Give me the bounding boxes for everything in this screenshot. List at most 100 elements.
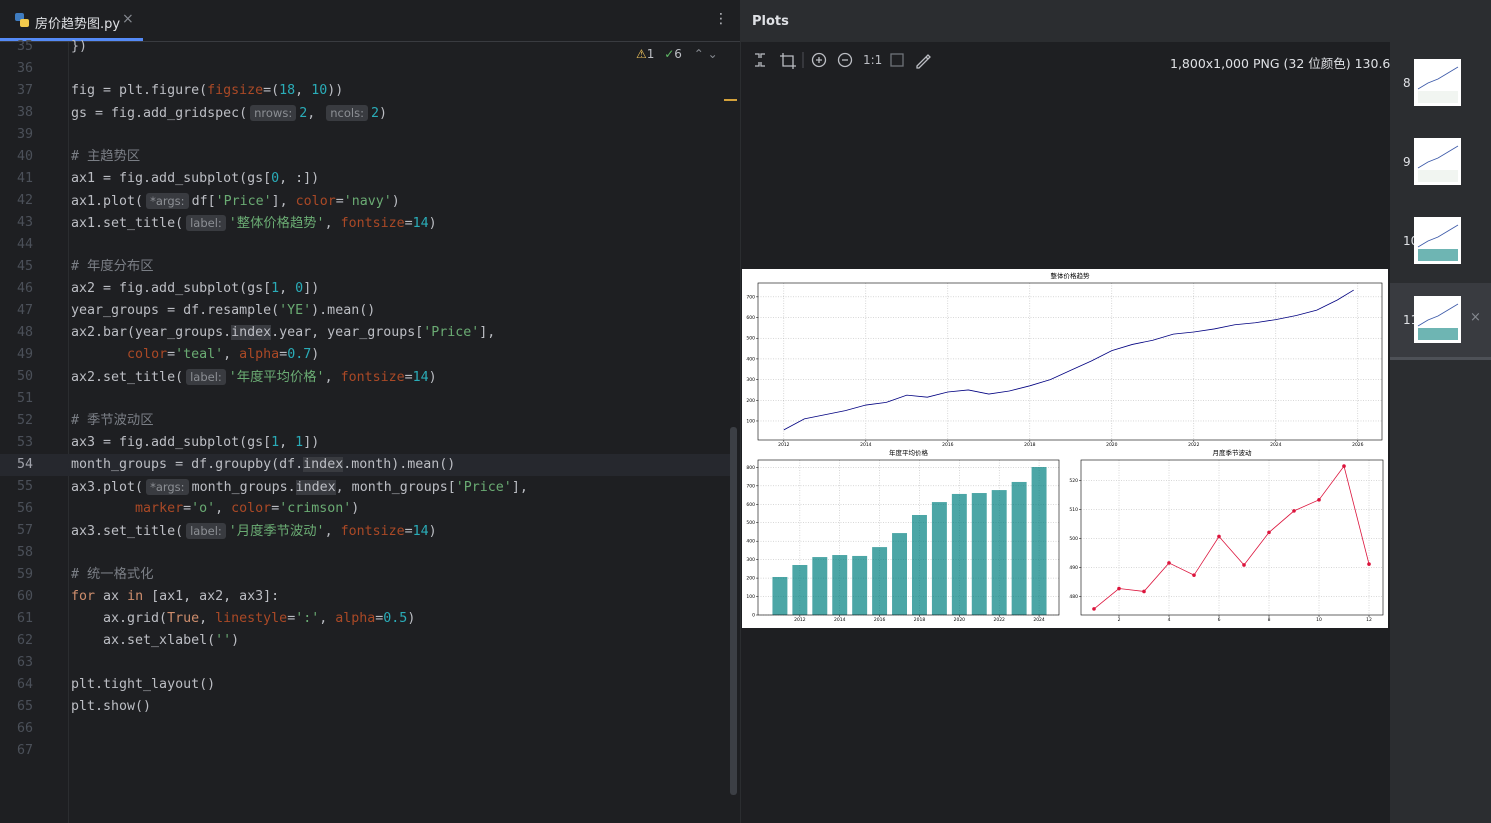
code-text: # 季节波动区	[71, 410, 154, 432]
line-number: 38	[16, 105, 33, 120]
inspection-widget[interactable]: ⚠1 ✓6 ⌃ ⌄	[636, 47, 718, 61]
axes-frame	[757, 459, 1060, 616]
axes-frame	[1080, 459, 1384, 616]
code-line: 49 color='teal', alpha=0.7)	[0, 344, 730, 366]
code-token: ':'	[295, 611, 320, 626]
data-point	[1142, 589, 1146, 594]
code-token: 'o'	[191, 501, 216, 516]
code-token	[71, 501, 135, 516]
code-token: marker	[135, 501, 184, 516]
code-token: ,	[324, 216, 341, 231]
data-point	[1317, 498, 1321, 502]
code-line: 58	[0, 542, 730, 564]
code-text: ax3.set_title(label: '月度季节波动', fontsize=1…	[71, 520, 437, 543]
code-line: 56 marker='o', color='crimson')	[0, 498, 730, 520]
tab-close[interactable]: ×	[122, 11, 134, 27]
code-token: # 年度分布区	[71, 259, 154, 274]
bar	[872, 547, 888, 615]
code-token: ax.set_xlabel(	[71, 633, 216, 648]
code-token: 0.5	[383, 611, 408, 626]
thumbnail-item[interactable]: 11 ×	[1390, 283, 1491, 357]
passed-count: 6	[674, 47, 682, 61]
plots-title: Plots	[752, 14, 789, 29]
code-token: # 季节波动区	[71, 413, 154, 428]
actual-size-button[interactable]: 1:1	[863, 53, 883, 67]
line-number: 50	[16, 369, 33, 384]
zoom-in-icon[interactable]	[811, 52, 827, 68]
y-tick-label: 600	[746, 315, 755, 321]
code-line: 46 ax2 = fig.add_subplot(gs[1, 0])	[0, 278, 730, 300]
x-tick-label: 6	[1218, 617, 1221, 623]
color-picker-icon[interactable]	[916, 54, 931, 69]
data-point	[1242, 563, 1246, 567]
y-tick-label: 600	[746, 502, 755, 508]
tab-title[interactable]: 房价趋势图.py	[35, 17, 121, 32]
thumbnail-close[interactable]: ×	[1470, 310, 1481, 325]
code-token: for	[71, 589, 96, 604]
code-text: ax2.bar(year_groups.index.year, year_gro…	[71, 322, 495, 344]
y-tick-label: 300	[746, 377, 755, 383]
code-token: month_groups = df.groupby(df.	[71, 457, 304, 472]
bar	[812, 557, 828, 615]
code-line: 35})	[0, 36, 730, 58]
background-icon[interactable]	[890, 53, 904, 67]
code-editor[interactable]: 35}) 36 37 fig = plt.figure(figsize=(18, 10…	[0, 0, 740, 823]
data-point	[1217, 534, 1221, 539]
code-token: 'Price'	[215, 194, 272, 209]
x-tick-label: 10	[1316, 617, 1322, 623]
thumbnail-item[interactable]: 9	[1390, 125, 1491, 199]
inlay-hint: *args:	[146, 479, 189, 495]
bar	[931, 502, 947, 615]
data-point	[1117, 586, 1121, 591]
y-tick-label: 400	[746, 356, 755, 362]
inlay-hint: label:	[186, 215, 226, 231]
code-token: ],	[511, 480, 528, 495]
line-number: 67	[16, 743, 33, 758]
code-token: =	[404, 216, 413, 231]
code-token: gs = fig.add_gridspec(	[71, 106, 248, 121]
code-token: ,	[279, 281, 296, 296]
thumbnail-item[interactable]: 8	[1390, 46, 1491, 120]
tab-bar: 房价趋势图.py × ⋮	[0, 0, 740, 42]
zoom-out-icon[interactable]	[837, 52, 853, 68]
code-text: ax1.set_title(label: '整体价格趋势', fontsize=1…	[71, 212, 437, 235]
code-token: fig = plt.figure(	[71, 83, 208, 98]
x-tick-label: 2016	[942, 442, 954, 448]
x-tick-label: 2012	[794, 617, 806, 623]
selection-bar	[1390, 357, 1491, 360]
code-text: ax2 = fig.add_subplot(gs[1, 0])	[71, 278, 319, 300]
fit-icon[interactable]	[755, 53, 765, 67]
code-token: 0	[295, 281, 304, 296]
line-number: 35	[16, 39, 33, 54]
scrollbar[interactable]	[730, 427, 737, 795]
x-tick-label: 2	[1118, 617, 1121, 623]
code-token: ,	[199, 611, 216, 626]
code-token: alpha	[335, 611, 376, 626]
line-number: 55	[16, 479, 33, 494]
chart-title: 月度季节波动	[1213, 448, 1253, 457]
code-token: ax1.plot(	[71, 194, 144, 209]
code-line: 67	[0, 740, 730, 762]
bar	[951, 493, 967, 615]
x-tick-label: 2018	[914, 617, 926, 623]
line-number: 36	[16, 61, 33, 76]
code-line: 61 ax.grid(True, linestyle=':', alpha=0.…	[0, 608, 730, 630]
code-token: ,	[324, 524, 341, 539]
axes-frame	[757, 282, 1383, 441]
line-number: 65	[16, 699, 33, 714]
line-number: 60	[16, 589, 33, 604]
y-tick-label: 400	[746, 539, 755, 545]
line-number: 41	[16, 171, 33, 186]
thumbnail-item[interactable]: 10	[1390, 204, 1491, 278]
bar	[832, 555, 848, 615]
crop-icon[interactable]	[780, 53, 796, 69]
code-line: 51	[0, 388, 730, 410]
more-menu[interactable]: ⋮	[714, 11, 728, 27]
code-token: )	[428, 216, 437, 231]
y-tick-label: 700	[746, 294, 755, 300]
code-token: =	[404, 370, 413, 385]
y-tick-label: 500	[1069, 536, 1078, 542]
data-line	[783, 289, 1354, 431]
code-token: ax	[95, 589, 128, 604]
y-tick-label: 700	[746, 483, 755, 489]
